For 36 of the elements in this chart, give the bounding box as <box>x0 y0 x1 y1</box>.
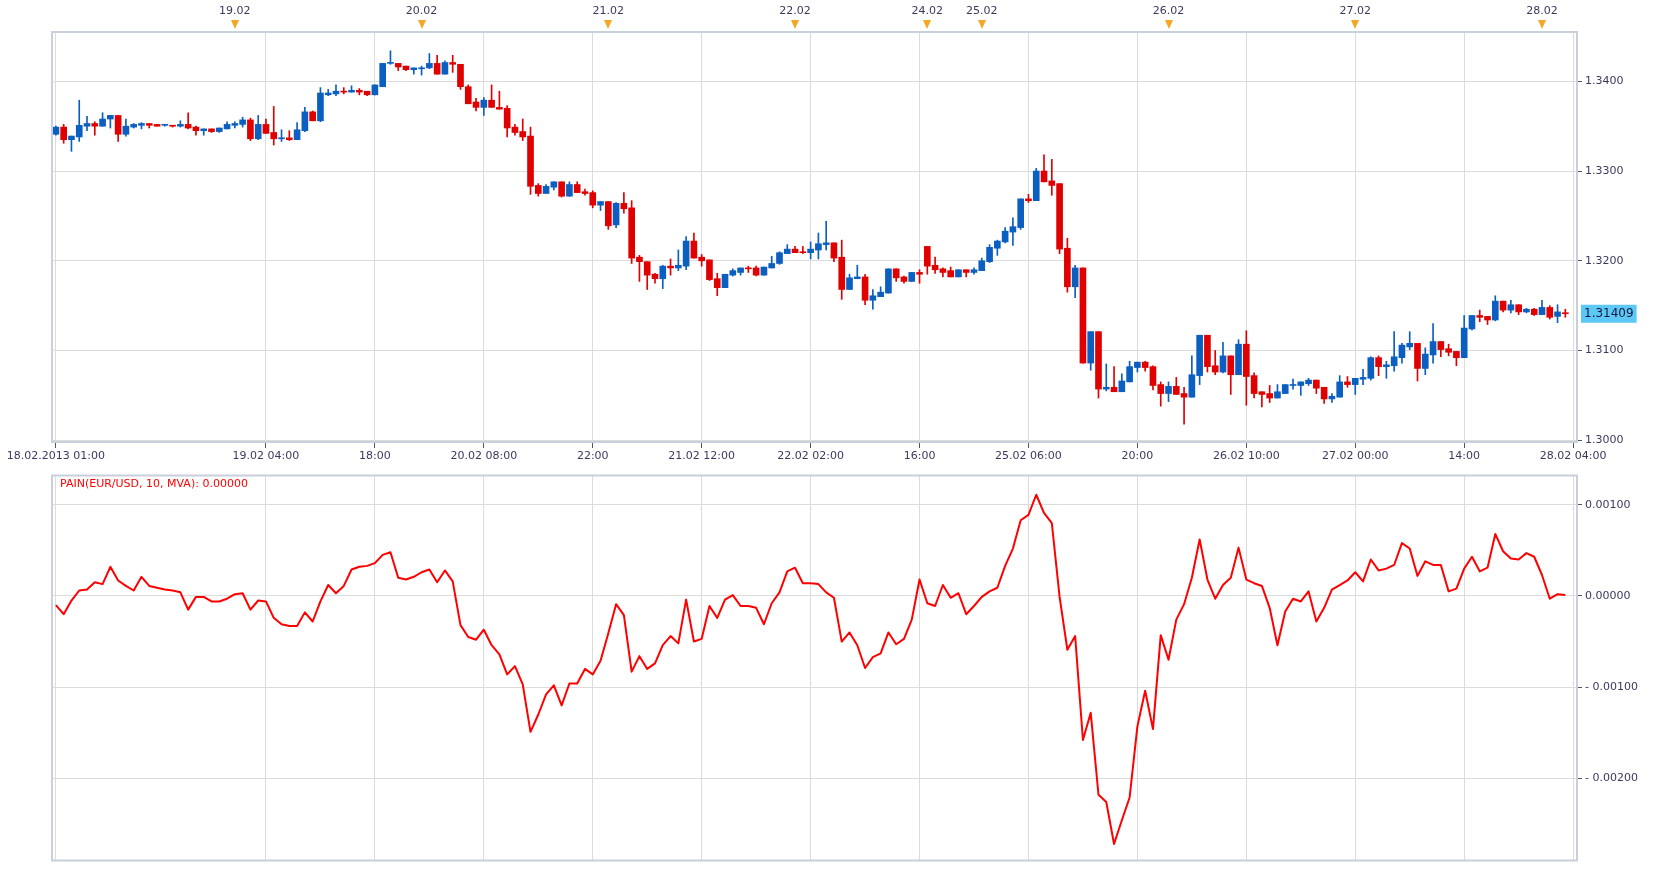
text: 28.02 <box>1526 4 1558 18</box>
text: 20.02 <box>405 4 438 18</box>
y-tick-label: 1.3100 <box>1585 343 1624 357</box>
text: 24.02 <box>911 4 944 18</box>
x-tick-label: 18:00 <box>359 449 391 463</box>
y-tick-label: 1.3200 <box>1585 253 1624 267</box>
x-tick-label: 25.02 06:00 <box>995 449 1062 463</box>
text: 26.02 <box>1152 4 1185 18</box>
x-tick-label: 27.02 00:00 <box>1321 449 1389 463</box>
x-tick-label: 20:00 <box>1121 449 1154 463</box>
chart-title: PAIN(EUR/USD, 10, MVA): 0.00000 <box>60 476 248 490</box>
text: 22.02 <box>779 4 811 18</box>
x-tick-label: 20.02 08:00 <box>450 449 518 463</box>
y-tick-label: 0.00100 <box>1585 497 1631 511</box>
x-tick-label: 28.02 04:00 <box>1539 449 1607 463</box>
y-tick-label: - 0.00100 <box>1585 680 1638 694</box>
text: 1.31409 <box>1584 305 1634 320</box>
y-tick-label: 0.00000 <box>1585 588 1631 602</box>
y-tick-label: 1.3300 <box>1585 163 1624 177</box>
x-tick-label: 26.02 10:00 <box>1212 449 1280 463</box>
x-tick-label: 19.02 04:00 <box>232 449 300 463</box>
x-tick-label: 16:00 <box>903 449 936 463</box>
text: 27.02 <box>1339 4 1371 18</box>
candlestick <box>1562 308 1569 318</box>
candlestick <box>91 121 99 136</box>
y-tick-label: 1.3000 <box>1585 433 1624 447</box>
x-tick-label: 14:00 <box>1448 449 1481 463</box>
x-tick-label: 21.02 12:00 <box>668 449 736 463</box>
x-tick-label: 18.02.2013 01:00 <box>6 449 105 463</box>
y-tick-label: 1.3400 <box>1585 74 1624 88</box>
text: 19.02 <box>219 4 251 18</box>
y-tick-label: - 0.00200 <box>1585 771 1638 785</box>
text: 21.02 <box>592 4 625 18</box>
text: 25.02 <box>966 4 998 18</box>
x-tick-label: 22.02 02:00 <box>777 449 844 463</box>
x-tick-label: 22:00 <box>576 449 609 463</box>
